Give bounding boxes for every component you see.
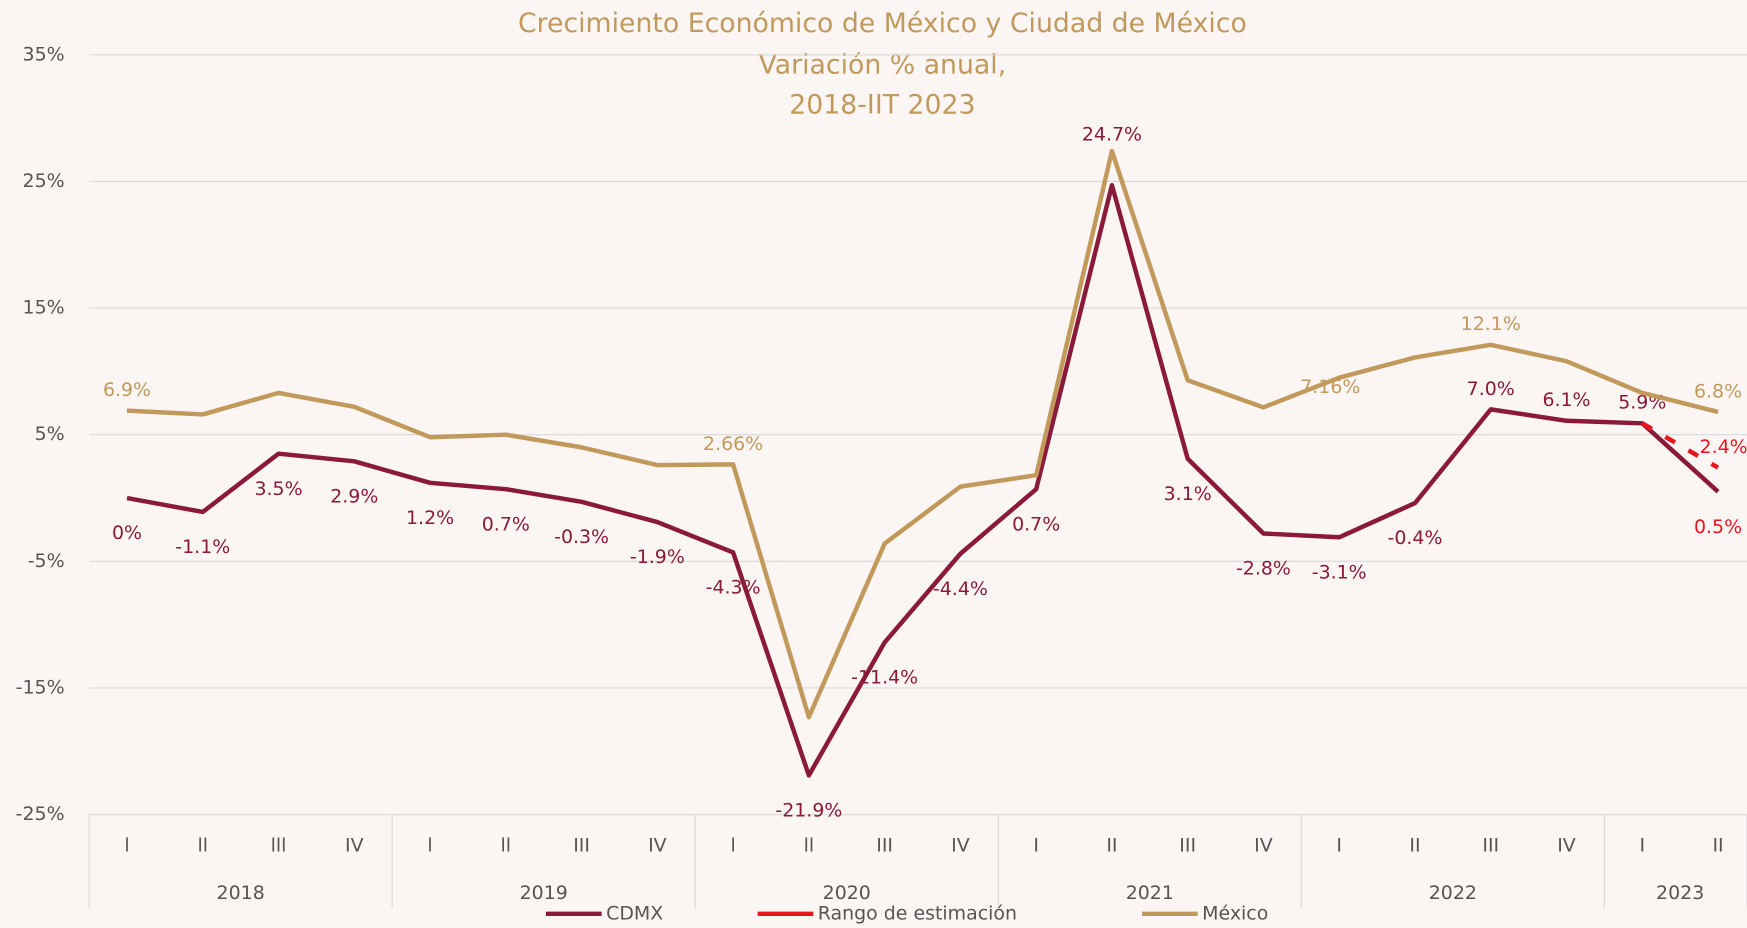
data-label: 1.2% — [406, 507, 454, 529]
data-label: 0% — [112, 522, 142, 544]
chart-subtitle: Variación % anual, — [759, 49, 1007, 80]
data-label: 24.7% — [1082, 124, 1142, 146]
series-line — [126, 148, 1719, 720]
x-tick-label: l — [427, 834, 432, 856]
data-label: 2.9% — [330, 485, 378, 507]
y-tick-label: 15% — [23, 297, 65, 319]
data-label: 2.4% — [1700, 436, 1747, 458]
data-label: 7.16% — [1300, 376, 1360, 398]
data-label: 6.9% — [103, 379, 151, 401]
data-label: -3.1% — [1312, 561, 1367, 583]
data-label: 7.0% — [1467, 378, 1515, 400]
data-label: -4.3% — [706, 577, 761, 599]
data-label: 6.8% — [1694, 380, 1742, 402]
data-label: 0.7% — [482, 513, 530, 535]
x-tick-label: II — [1106, 834, 1117, 856]
x-tick-label: I — [1033, 834, 1039, 856]
y-tick-label: -5% — [28, 550, 65, 572]
legend-label: Rango de estimación — [818, 902, 1017, 924]
data-label: -11.4% — [851, 667, 918, 689]
data-label: 0.7% — [1012, 513, 1060, 535]
x-tick-label: III — [573, 834, 590, 856]
y-tick-label: 35% — [23, 43, 65, 65]
x-tick-label: IV — [1254, 834, 1273, 856]
y-tick-label: -25% — [16, 803, 65, 825]
data-label: -0.3% — [554, 526, 609, 548]
x-tick-label: II — [1712, 834, 1723, 856]
x-tick-label: III — [1482, 834, 1499, 856]
year-label: 2021 — [1126, 882, 1174, 904]
x-tick-label: ll — [198, 834, 209, 856]
year-label: 2022 — [1429, 882, 1477, 904]
data-label: 6.1% — [1542, 389, 1590, 411]
year-label: 2019 — [520, 882, 568, 904]
series-line — [126, 182, 1720, 778]
data-label: -4.4% — [933, 578, 988, 600]
year-label: 2020 — [823, 882, 871, 904]
data-label: 2.66% — [703, 433, 763, 455]
x-tick-label: l — [730, 834, 735, 856]
data-label: 12.1% — [1461, 313, 1521, 335]
data-label: -1.1% — [175, 536, 230, 558]
x-tick-label: lll — [271, 834, 287, 856]
x-tick-label: I — [1336, 834, 1342, 856]
x-tick-label: III — [876, 834, 893, 856]
y-tick-label: -15% — [16, 676, 65, 698]
data-label: -0.4% — [1388, 527, 1443, 549]
year-label: 2023 — [1656, 882, 1704, 904]
y-tick-label: 5% — [35, 423, 65, 445]
data-label: -1.9% — [630, 546, 685, 568]
legend-label: México — [1202, 902, 1268, 924]
data-label: -2.8% — [1236, 558, 1291, 580]
x-tick-label: ll — [804, 834, 815, 856]
x-tick-label: IV — [1557, 834, 1576, 856]
data-label: -21.9% — [775, 800, 842, 822]
year-label: 2018 — [217, 882, 265, 904]
data-label: 3.1% — [1164, 483, 1212, 505]
x-tick-label: III — [1179, 834, 1196, 856]
chart-subtitle: 2018-IIT 2023 — [789, 90, 975, 121]
x-tick-label: l — [124, 834, 129, 856]
data-label: 3.5% — [254, 478, 302, 500]
x-tick-label: IV — [951, 834, 970, 856]
y-tick-label: 25% — [23, 170, 65, 192]
legend-label: CDMX — [606, 902, 663, 924]
data-label: 0.5% — [1694, 516, 1742, 538]
chart-title: Crecimiento Económico de México y Ciudad… — [518, 8, 1247, 39]
x-tick-label: IV — [648, 834, 667, 856]
x-tick-label: I — [1639, 834, 1645, 856]
x-tick-label: ll — [501, 834, 512, 856]
x-tick-label: IV — [345, 834, 364, 856]
x-tick-label: II — [1409, 834, 1420, 856]
